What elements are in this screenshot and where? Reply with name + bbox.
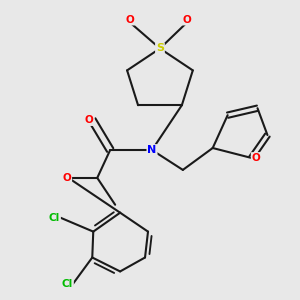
Text: O: O bbox=[126, 15, 134, 25]
Text: N: N bbox=[147, 145, 157, 155]
Text: S: S bbox=[156, 44, 164, 53]
Text: O: O bbox=[62, 173, 71, 183]
Text: O: O bbox=[85, 115, 94, 125]
Text: Cl: Cl bbox=[49, 213, 60, 223]
Text: O: O bbox=[252, 153, 260, 163]
Text: Cl: Cl bbox=[62, 279, 73, 290]
Text: O: O bbox=[182, 15, 191, 25]
